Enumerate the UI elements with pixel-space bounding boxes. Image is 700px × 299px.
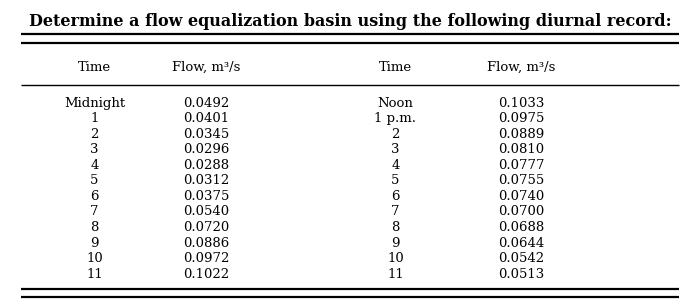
Text: 0.0700: 0.0700 xyxy=(498,205,545,219)
Text: 0.0740: 0.0740 xyxy=(498,190,545,203)
Text: 0.0975: 0.0975 xyxy=(498,112,545,125)
Text: 0.0886: 0.0886 xyxy=(183,237,230,250)
Text: 0.0720: 0.0720 xyxy=(183,221,230,234)
Text: 9: 9 xyxy=(391,237,400,250)
Text: Flow, m³/s: Flow, m³/s xyxy=(172,61,241,74)
Text: 0.0375: 0.0375 xyxy=(183,190,230,203)
Text: 8: 8 xyxy=(391,221,400,234)
Text: 0.0312: 0.0312 xyxy=(183,174,230,187)
Text: 11: 11 xyxy=(86,268,103,281)
Text: 10: 10 xyxy=(86,252,103,265)
Text: 0.0889: 0.0889 xyxy=(498,128,545,141)
Text: 0.0492: 0.0492 xyxy=(183,97,230,110)
Text: 2: 2 xyxy=(90,128,99,141)
Text: 1 p.m.: 1 p.m. xyxy=(374,112,416,125)
Text: 0.0513: 0.0513 xyxy=(498,268,545,281)
Text: 2: 2 xyxy=(391,128,400,141)
Text: Flow, m³/s: Flow, m³/s xyxy=(487,61,556,74)
Text: Noon: Noon xyxy=(377,97,414,110)
Text: 0.0296: 0.0296 xyxy=(183,143,230,156)
Text: 0.0288: 0.0288 xyxy=(183,159,230,172)
Text: 0.0688: 0.0688 xyxy=(498,221,545,234)
Text: 0.0542: 0.0542 xyxy=(498,252,545,265)
Text: 6: 6 xyxy=(90,190,99,203)
Text: 8: 8 xyxy=(90,221,99,234)
Text: 7: 7 xyxy=(90,205,99,219)
Text: 4: 4 xyxy=(391,159,400,172)
Text: 4: 4 xyxy=(90,159,99,172)
Text: Time: Time xyxy=(78,61,111,74)
Text: 1: 1 xyxy=(90,112,99,125)
Text: Determine a flow equalization basin using the following diurnal record:: Determine a flow equalization basin usin… xyxy=(29,13,671,30)
Text: 0.0972: 0.0972 xyxy=(183,252,230,265)
Text: 0.1033: 0.1033 xyxy=(498,97,545,110)
Text: Time: Time xyxy=(379,61,412,74)
Text: 0.0810: 0.0810 xyxy=(498,143,545,156)
Text: 11: 11 xyxy=(387,268,404,281)
Text: 3: 3 xyxy=(391,143,400,156)
Text: 0.0755: 0.0755 xyxy=(498,174,545,187)
Text: 5: 5 xyxy=(391,174,400,187)
Text: Midnight: Midnight xyxy=(64,97,125,110)
Text: 0.0345: 0.0345 xyxy=(183,128,230,141)
Text: 9: 9 xyxy=(90,237,99,250)
Text: 0.0644: 0.0644 xyxy=(498,237,545,250)
Text: 10: 10 xyxy=(387,252,404,265)
Text: 7: 7 xyxy=(391,205,400,219)
Text: 0.0777: 0.0777 xyxy=(498,159,545,172)
Text: 0.0540: 0.0540 xyxy=(183,205,230,219)
Text: 6: 6 xyxy=(391,190,400,203)
Text: 0.0401: 0.0401 xyxy=(183,112,230,125)
Text: 3: 3 xyxy=(90,143,99,156)
Text: 5: 5 xyxy=(90,174,99,187)
Text: 0.1022: 0.1022 xyxy=(183,268,230,281)
